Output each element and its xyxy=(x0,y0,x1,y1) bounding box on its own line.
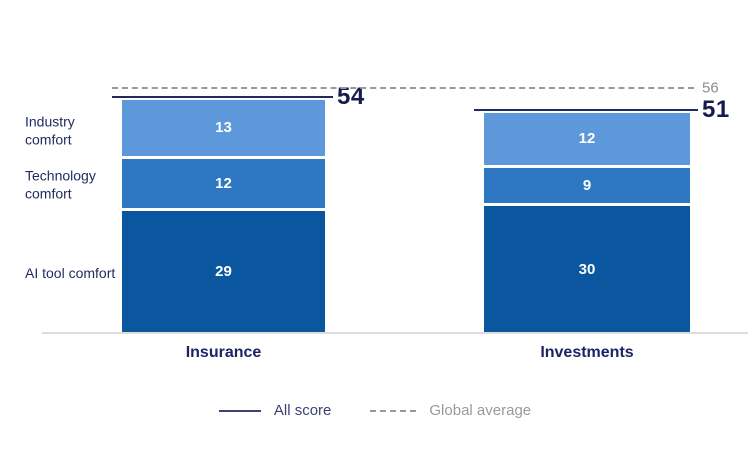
chart-legend: All score Global average xyxy=(0,402,750,419)
all-score-legend-label: All score xyxy=(273,402,332,419)
segment-value-label: 12 xyxy=(578,130,596,148)
global-average-legend-label: Global average xyxy=(429,402,532,419)
row-label-technology-comfort: Technology comfort xyxy=(25,167,96,202)
bar-segment: 30 xyxy=(484,203,690,333)
row-label-ai-tool-comfort: AI tool comfort xyxy=(25,265,116,282)
all-score-line xyxy=(112,95,333,98)
bar-segment: 12 xyxy=(484,112,690,165)
segment-value-label: 9 xyxy=(582,176,592,194)
all-score-legend-line-icon xyxy=(218,409,261,412)
segment-value-label: 30 xyxy=(578,261,596,279)
total-score-label: 51 xyxy=(702,95,730,123)
row-label-industry-comfort: Industry comfort xyxy=(25,113,75,148)
bar-segment: 29 xyxy=(122,207,325,333)
bar-segment: 12 xyxy=(122,155,325,208)
x-axis-baseline xyxy=(42,332,748,334)
bar-segment: 13 xyxy=(122,99,325,156)
bar-segment: 9 xyxy=(484,164,690,204)
global-average-value-label: 56 xyxy=(702,79,719,97)
segment-value-label: 29 xyxy=(215,263,232,281)
global-average-dashed-line xyxy=(112,87,694,90)
category-label-insurance: Insurance xyxy=(185,344,262,361)
bar-investments: 12 9 30 xyxy=(484,112,690,333)
segment-value-label: 12 xyxy=(215,174,232,192)
category-label-investments: Investments xyxy=(540,344,634,361)
all-score-line xyxy=(474,108,698,111)
global-average-legend-line-icon xyxy=(370,409,417,412)
segment-value-label: 13 xyxy=(215,119,232,137)
bar-insurance: 13 12 29 xyxy=(122,99,325,333)
